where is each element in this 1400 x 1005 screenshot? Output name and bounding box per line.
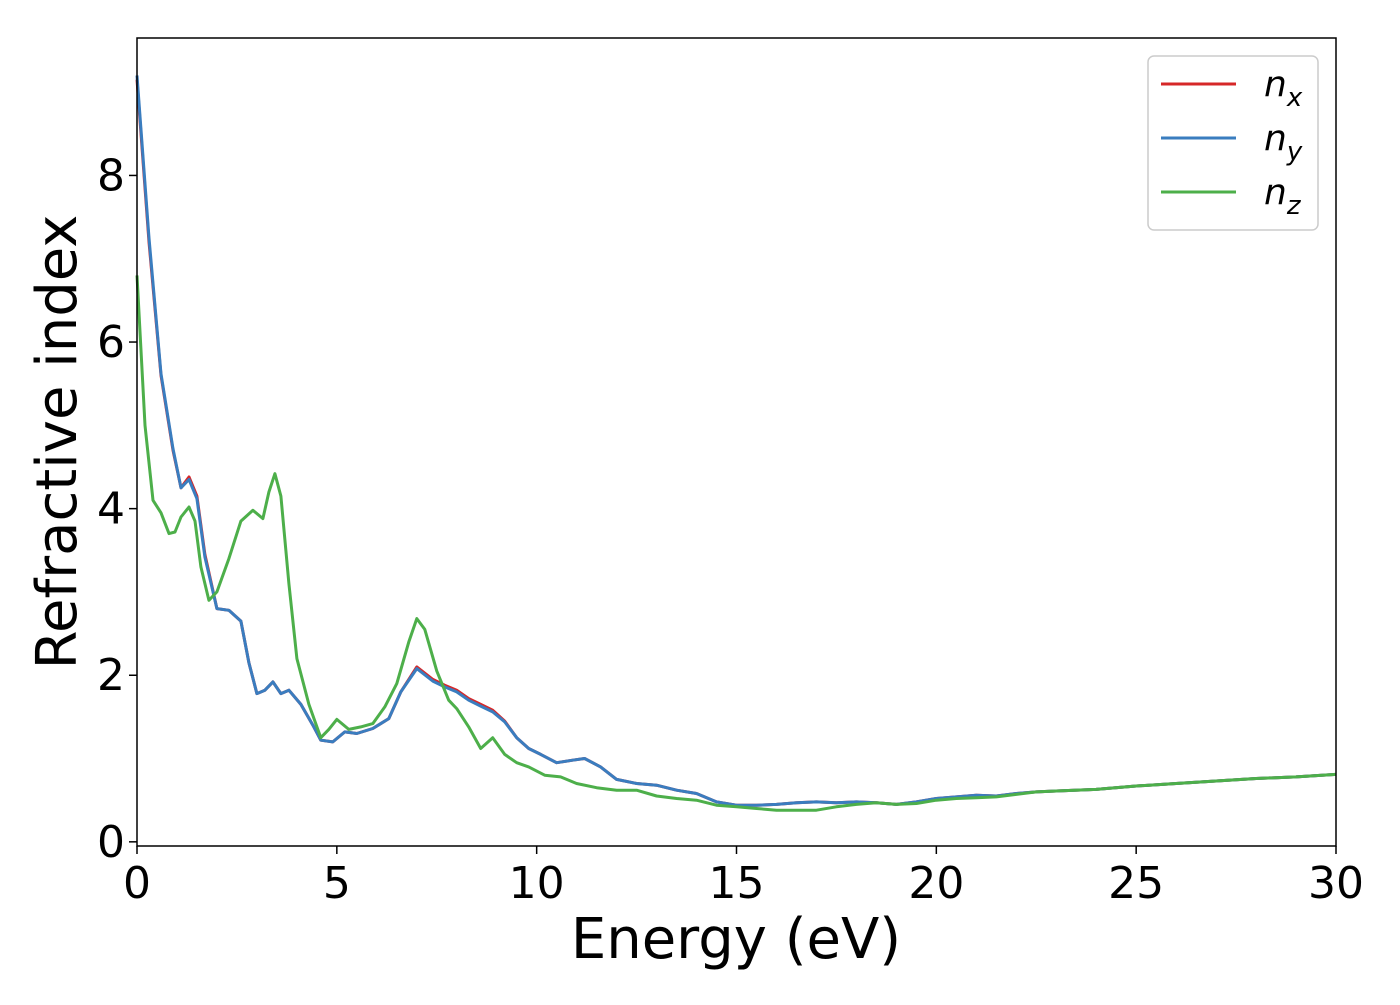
- series-group: [135, 75, 1337, 812]
- legend-label: ny: [1264, 118, 1303, 167]
- legend-label: nz: [1264, 172, 1302, 221]
- x-axis-title: Energy (eV): [571, 907, 901, 972]
- y-tick-label: 8: [97, 150, 125, 201]
- x-tick-label: 10: [509, 858, 565, 909]
- legend-label-base: n: [1264, 118, 1287, 159]
- x-tick-label: 30: [1308, 858, 1364, 909]
- x-axis: 0 5 10 15 20 25 30: [123, 846, 1364, 909]
- y-tick-label: 0: [97, 817, 125, 868]
- y-tick-label: 4: [97, 484, 125, 535]
- x-tick-label: 25: [1108, 858, 1164, 909]
- x-tick-label: 15: [709, 858, 765, 909]
- series-line-nz: [135, 275, 1337, 812]
- legend-label-base: n: [1264, 172, 1287, 213]
- legend-label-subscript: x: [1286, 83, 1303, 113]
- y-axis: 0 2 4 6 8: [97, 150, 137, 868]
- y-tick-label: 2: [97, 650, 125, 701]
- legend-label: nx: [1264, 64, 1303, 113]
- x-tick-label: 0: [123, 858, 151, 909]
- legend-box: [1147, 55, 1319, 231]
- y-tick-label: 6: [97, 317, 125, 368]
- x-tick-label: 5: [323, 858, 351, 909]
- y-axis-title: Refractive index: [25, 215, 90, 670]
- legend-label-subscript: y: [1286, 137, 1303, 167]
- legend-label-subscript: z: [1286, 191, 1302, 221]
- x-tick-label: 20: [908, 858, 964, 909]
- series-line-ny: [135, 75, 1337, 807]
- legend-label-base: n: [1264, 64, 1287, 105]
